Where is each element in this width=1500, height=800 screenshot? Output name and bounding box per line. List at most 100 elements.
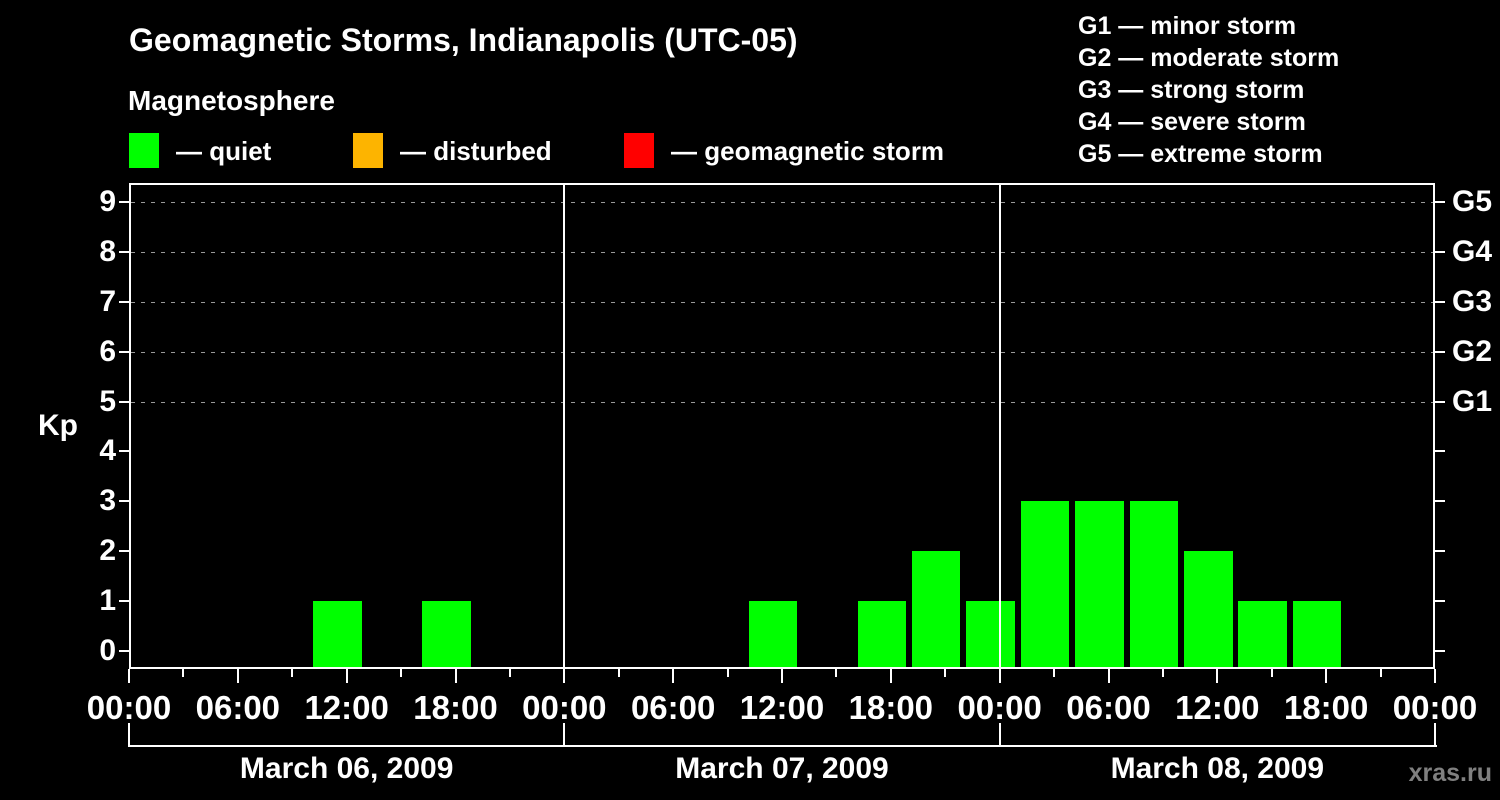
right-axis-label-g1: G1 (1452, 384, 1493, 418)
y-tick-left (119, 600, 129, 603)
gridline-kp5 (131, 401, 1433, 403)
y-tick-label: 0 (99, 634, 116, 667)
y-tick-label: 6 (99, 334, 116, 368)
y-tick-left (119, 200, 129, 203)
gridline-kp6 (131, 351, 1433, 353)
x-tick-label: 00:00 (957, 689, 1042, 726)
y-axis-title: Kp (38, 409, 78, 443)
x-minor-tick (1379, 669, 1382, 677)
x-major-tick (1325, 669, 1328, 683)
storm-scale-g4: G4 — severe storm (1078, 108, 1306, 136)
kp-bar (313, 601, 362, 667)
gridline-kp9 (131, 201, 1433, 203)
y-tick-right (1435, 600, 1445, 603)
kp-bar (1075, 501, 1124, 667)
x-minor-tick (835, 669, 838, 677)
x-minor-tick (291, 669, 294, 677)
date-axis-line (129, 745, 1437, 747)
x-minor-tick (617, 669, 620, 677)
x-tick-label: 00:00 (86, 689, 172, 726)
y-tick-right (1435, 250, 1445, 253)
day-separator (563, 185, 566, 667)
legend-label-quiet: — quiet (176, 136, 272, 166)
x-tick-label: 12:00 (739, 689, 825, 726)
x-major-tick (1434, 669, 1436, 683)
x-tick-label: 12:00 (1175, 689, 1260, 726)
y-tick-label: 7 (99, 284, 116, 318)
x-major-tick (781, 669, 783, 683)
x-tick-label: 18:00 (413, 689, 498, 726)
x-minor-tick (726, 669, 729, 677)
y-tick-right (1435, 200, 1445, 203)
x-major-tick (1107, 669, 1110, 683)
kp-bar (1238, 601, 1287, 667)
y-tick-left (119, 550, 129, 553)
storm-scale-g5: G5 — extreme storm (1078, 140, 1323, 168)
x-minor-tick (182, 669, 185, 677)
kp-bar (911, 551, 961, 667)
x-major-tick (454, 669, 457, 683)
x-tick-label: 18:00 (1283, 689, 1369, 726)
y-tick-label: 2 (99, 534, 116, 568)
x-tick-label: 00:00 (522, 689, 607, 726)
kp-bar (1184, 551, 1233, 667)
x-minor-tick (508, 669, 511, 677)
legend-swatch-disturbed (353, 133, 383, 168)
x-major-tick (672, 669, 675, 683)
right-axis-label-g4: G4 (1452, 234, 1493, 268)
y-tick-label: 8 (99, 234, 116, 268)
legend-swatch-geomagnetic-storm (624, 133, 654, 168)
y-tick-left (119, 500, 129, 503)
right-axis-label-g3: G3 (1452, 284, 1493, 318)
y-tick-right (1435, 550, 1445, 553)
x-minor-tick (1270, 669, 1273, 677)
kp-bar (748, 601, 798, 667)
y-tick-right (1435, 650, 1445, 652)
y-tick-left (119, 400, 129, 403)
x-tick-label: 06:00 (195, 689, 281, 726)
right-axis-label-g5: G5 (1452, 184, 1493, 218)
x-tick-label: 00:00 (1392, 689, 1478, 726)
x-major-tick (998, 669, 1001, 683)
x-minor-tick (1053, 669, 1056, 677)
y-tick-right (1435, 400, 1445, 403)
date-axis-tick (128, 723, 130, 747)
kp-bar (857, 601, 907, 667)
gridline-kp8 (131, 251, 1433, 253)
x-major-tick (236, 669, 239, 683)
x-major-tick (128, 669, 130, 683)
day-separator (998, 185, 1001, 667)
legend-label-geomagnetic-storm: — geomagnetic storm (671, 136, 945, 166)
y-tick-label: 3 (99, 484, 116, 518)
y-tick-label: 4 (99, 434, 116, 468)
x-major-tick (889, 669, 892, 683)
chart-title: Geomagnetic Storms, Indianapolis (UTC-05… (129, 22, 798, 58)
right-axis-label-g2: G2 (1452, 334, 1493, 368)
x-tick-label: 12:00 (304, 689, 389, 726)
y-tick-left (119, 350, 129, 353)
date-axis-tick (998, 723, 1001, 747)
watermark: xras.ru (1408, 759, 1492, 787)
y-tick-right (1435, 350, 1445, 353)
y-tick-right (1435, 300, 1445, 303)
y-tick-left (119, 450, 129, 453)
y-tick-right (1435, 500, 1445, 503)
chart-subtitle: Magnetosphere (128, 85, 335, 116)
storm-scale-g2: G2 — moderate storm (1078, 44, 1340, 72)
gridline-kp7 (131, 301, 1433, 303)
kp-bar (1292, 601, 1342, 667)
y-tick-left (119, 650, 129, 652)
date-label: March 06, 2009 (239, 752, 454, 785)
x-minor-tick (1161, 669, 1164, 677)
y-tick-label: 9 (99, 184, 116, 218)
x-minor-tick (400, 669, 403, 677)
x-major-tick (1216, 669, 1219, 683)
x-tick-label: 06:00 (630, 689, 716, 726)
x-minor-tick (944, 669, 947, 677)
x-major-tick (563, 669, 566, 683)
storm-scale-legend: G1 — minor storm G2 — moderate storm G3 … (1078, 10, 1339, 170)
y-tick-left (119, 250, 129, 253)
x-tick-label: 06:00 (1066, 689, 1151, 726)
date-label: March 08, 2009 (1110, 752, 1325, 785)
